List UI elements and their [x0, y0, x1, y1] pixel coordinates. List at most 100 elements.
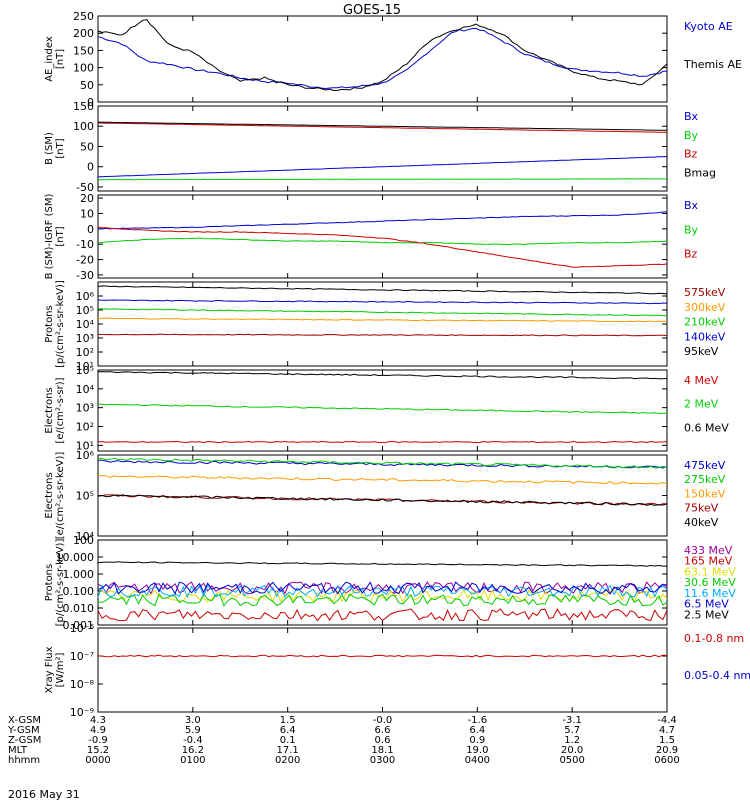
series-line-575kev — [97, 333, 668, 337]
footer-cell: 0.6 — [375, 735, 391, 746]
footer-cell: -0.0 — [373, 715, 393, 726]
legend-4-mev: 4 MeV — [684, 374, 719, 387]
y-axis-label: B (SM)-IGRF (SM) — [44, 194, 55, 280]
y-tick-label: 1.000 — [63, 568, 95, 581]
footer-cell: 3.0 — [185, 715, 201, 726]
footer-cell: 0.1 — [280, 735, 296, 746]
legend-0-1-0-8-nm: 0.1-0.8 nm — [684, 632, 744, 645]
y-tick-label: 10³ — [76, 332, 94, 345]
footer-cell: 20.9 — [656, 745, 678, 756]
y-axis-label: Electrons — [44, 472, 55, 518]
series-line-by — [98, 237, 668, 246]
panel-5: 10⁴ 10⁵ 10⁶ Electrons [e/(cm²-s-sr-keV)] 475k… — [44, 449, 726, 543]
y-tick-label: -50 — [76, 181, 94, 194]
series-line-165-mev — [97, 608, 668, 622]
y-tick-label: 10⁵ — [76, 304, 94, 317]
y-tick-label: -20 — [76, 254, 94, 267]
legend-bx: Bx — [684, 110, 699, 123]
footer-cell: 5.9 — [185, 725, 201, 736]
y-tick-label: 150 — [73, 44, 94, 57]
legend-0-05-0-4-nm: 0.05-0.4 nm — [684, 669, 750, 682]
panel-7: 10⁻⁹ 10⁻⁸ 10⁻⁷ 10⁻⁶ Xray Flux [W/m²] 0.1-0.8 n… — [44, 622, 750, 719]
legend-40kev: 40keV — [684, 516, 719, 529]
footer-cell: 0300 — [370, 755, 395, 766]
legend-275kev: 275keV — [684, 473, 726, 486]
panel-frame — [97, 105, 668, 192]
footer-cell: 0500 — [559, 755, 584, 766]
legend-2-5-mev: 2.5 MeV — [684, 608, 729, 621]
panel-frame — [97, 369, 668, 452]
y-tick-label: 10¹ — [76, 439, 94, 452]
y-tick-label: 10⁻⁸ — [70, 678, 95, 691]
y-tick-label: 0 — [87, 96, 94, 109]
y-axis-label: Protons — [44, 305, 55, 342]
footer-cell: 20.0 — [561, 745, 583, 756]
series-line-11-6-mev — [97, 583, 668, 599]
series-line-0-1-0-8-nm — [97, 654, 668, 658]
footer-cell: 19.0 — [466, 745, 488, 756]
y-tick-label: 50 — [80, 79, 94, 92]
series-line-95kev — [97, 285, 668, 295]
y-tick-label: 10⁻⁶ — [70, 622, 95, 635]
footer-cell: 17.1 — [277, 745, 299, 756]
footer-cell: 0100 — [180, 755, 205, 766]
footer-cell: 0600 — [654, 755, 679, 766]
panel-frame — [97, 194, 668, 279]
legend-433-mev: 433 MeV — [684, 544, 733, 557]
y-axis-label: [W/m²] — [55, 652, 66, 687]
footer-cell: 4.3 — [90, 715, 106, 726]
legend-bz: Bz — [684, 148, 698, 161]
series-line-2-5-mev — [97, 561, 667, 567]
panel-frame — [97, 15, 668, 103]
series-line-4-mev — [97, 440, 668, 444]
y-axis-label: [p/(cm²-s-sr-keV)] — [55, 539, 66, 627]
legend-themis-ae: Themis AE — [683, 58, 742, 71]
y-axis-label: Electrons — [44, 387, 55, 433]
panel-0: 0 50 100 150 200 250 AE_index [nT] Kyoto AE Themi… — [44, 10, 742, 109]
legend-575kev: 575keV — [684, 286, 726, 299]
y-axis-label: B (SM) — [44, 132, 55, 165]
footer-cell: 6.4 — [280, 725, 296, 736]
legend-95kev: 95keV — [684, 345, 719, 358]
footer-cell: -0.9 — [88, 735, 108, 746]
legend-bx: Bx — [684, 199, 699, 212]
y-tick-label: 200 — [73, 27, 94, 40]
series-line-30-6-mev — [97, 593, 668, 607]
footer-cell: -4.4 — [657, 715, 677, 726]
y-tick-label: -10 — [76, 238, 94, 251]
panel-frame — [97, 627, 668, 713]
legend-0-6-mev: 0.6 MeV — [684, 421, 729, 434]
y-tick-label: 0.001 — [63, 619, 95, 632]
chart-title: GOES-15 — [343, 3, 401, 18]
legend-11-6-mev: 11.6 MeV — [684, 587, 736, 600]
legend-300kev: 300keV — [684, 301, 726, 314]
footer-cell: 1.5 — [659, 735, 675, 746]
series-line-300kev — [97, 317, 668, 323]
legend-30-6-mev: 30.6 MeV — [684, 576, 736, 589]
y-tick-label: 10⁴ — [76, 318, 95, 331]
footer-cell: 18.1 — [371, 745, 393, 756]
y-tick-label: 10⁻⁹ — [70, 706, 94, 719]
series-line-40kev — [97, 494, 668, 506]
footer-cell: 4.9 — [90, 725, 106, 736]
y-tick-label: 50 — [80, 140, 94, 153]
series-line-bz — [97, 226, 668, 268]
y-tick-label: 100 — [73, 62, 94, 75]
y-tick-label: 10³ — [76, 402, 94, 415]
legend-210kev: 210keV — [684, 316, 726, 329]
legend-2-mev: 2 MeV — [684, 398, 719, 411]
series-line-kyoto-ae — [97, 27, 668, 90]
legend-75kev: 75keV — [684, 502, 719, 515]
series-line-2-mev — [97, 403, 667, 415]
panel-6: 0.001 0.010 0.100 1.000 10.000 100 Protons [p/(… — [44, 534, 736, 632]
footer-row-label: Y-GSM — [7, 725, 40, 736]
y-axis-label: [nT] — [55, 226, 66, 246]
y-tick-label: -30 — [76, 269, 94, 282]
y-axis-label: Protons — [44, 564, 55, 601]
series-line-bx — [97, 156, 668, 178]
y-tick-label: 10⁴ — [76, 530, 95, 543]
footer-cell: 1.5 — [280, 715, 296, 726]
